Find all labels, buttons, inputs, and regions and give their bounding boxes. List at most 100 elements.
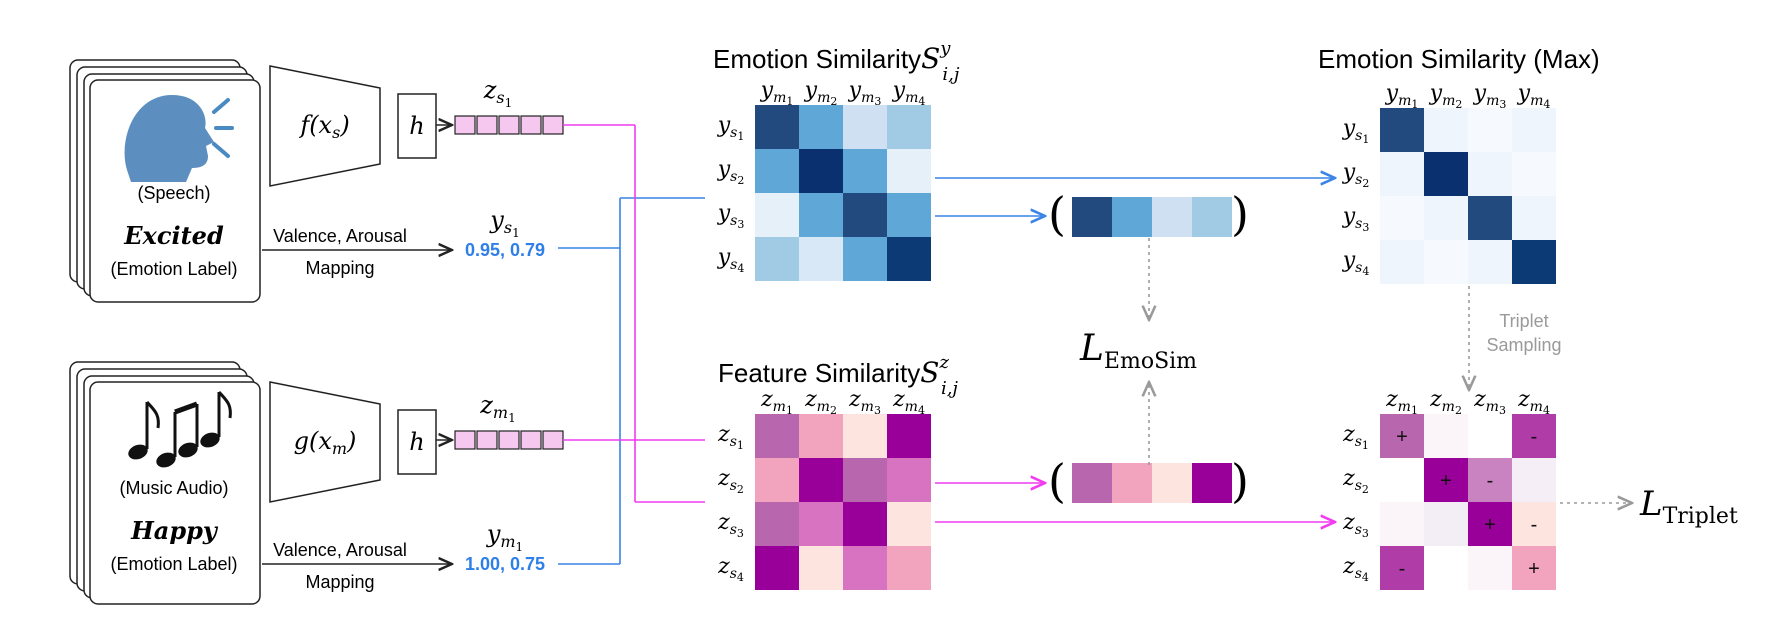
speech-embedding-vector <box>454 115 564 135</box>
matrix-cell <box>1512 546 1556 590</box>
matrix-cell <box>1468 458 1512 502</box>
speech-va-symbol: ys1 <box>489 206 519 240</box>
triplet-sign: + <box>1396 426 1408 448</box>
svg-text:): ) <box>1231 187 1249 241</box>
row-label: zs2 <box>717 466 744 496</box>
matrix-cell <box>887 458 931 502</box>
column-label: ym2 <box>804 78 838 108</box>
matrix-cell <box>1468 108 1512 152</box>
column-label: ym1 <box>1385 81 1419 111</box>
row-label: zs1 <box>717 422 744 452</box>
row-label: zs3 <box>717 510 744 540</box>
matrix-cell <box>1424 458 1468 502</box>
matrix-cell <box>887 546 931 590</box>
feature-similarity-matrix: zm1 zm2 zm3 zm4 zs1 zs2 zs3 zs4 <box>717 387 931 590</box>
matrix-cell <box>1512 458 1556 502</box>
feature-similarity-vector: ( ) <box>1048 454 1249 508</box>
loss-triplet-label: LTriplet <box>1639 484 1738 529</box>
music-embedding-vector <box>454 430 564 450</box>
matrix-cell <box>1468 502 1512 546</box>
vector-cell <box>1152 463 1192 503</box>
row-label: ys3 <box>1342 204 1370 234</box>
triplet-sampling-line1: Triplet <box>1499 311 1548 331</box>
speech-mapping-line1: Valence, Arousal <box>273 226 407 246</box>
matrix-cell <box>1512 108 1556 152</box>
music-emotion-label: Happy <box>130 516 219 545</box>
matrix-cell <box>887 414 931 458</box>
music-card-stack: (Music Audio) Happy (Emotion Label) <box>69 361 261 605</box>
matrix-cell <box>1380 458 1424 502</box>
vector-cell <box>1112 197 1152 237</box>
svg-text:(: ( <box>1048 454 1066 508</box>
matrix-cell <box>1512 152 1556 196</box>
matrix-cell <box>843 193 887 237</box>
svg-text:): ) <box>1231 454 1249 508</box>
matrix-cell <box>1468 152 1512 196</box>
matrix-cell <box>799 237 843 281</box>
speech-projection-label: h <box>409 112 424 140</box>
speaking-head-icon <box>124 95 234 182</box>
emotion-similarity-matrix: ym1 ym2 ym3 ym4 ys1 ys2 ys3 ys4 <box>717 78 931 281</box>
music-modality-label: (Music Audio) <box>119 478 228 498</box>
triplet-sign: - <box>1487 470 1494 492</box>
matrix-cell <box>1380 108 1424 152</box>
column-label: ym1 <box>760 78 794 108</box>
matrix-cell <box>1424 196 1468 240</box>
triplet-sign: - <box>1531 514 1538 536</box>
matrix-cell <box>843 237 887 281</box>
triplet-sign: + <box>1484 514 1496 536</box>
vector-cell <box>1112 463 1152 503</box>
column-label: zm3 <box>848 387 881 417</box>
matrix-cell <box>799 414 843 458</box>
column-label: ym3 <box>1473 81 1507 111</box>
matrix-cell <box>887 149 931 193</box>
music-emotion-caption: (Emotion Label) <box>110 554 237 574</box>
matrix-cell <box>799 502 843 546</box>
music-encoder: g(xm) <box>269 381 381 503</box>
row-label: zs2 <box>1342 466 1369 496</box>
matrix-cell <box>1512 502 1556 546</box>
matrix-cell <box>799 546 843 590</box>
matrix-cell <box>1468 196 1512 240</box>
matrix-cell <box>1468 414 1512 458</box>
matrix-cell <box>887 193 931 237</box>
matrix-cell <box>843 458 887 502</box>
matrix-cell <box>755 193 799 237</box>
matrix-cell <box>755 149 799 193</box>
music-mapping-line1: Valence, Arousal <box>273 540 407 560</box>
speech-modality-label: (Speech) <box>137 183 210 203</box>
matrix-cell <box>799 105 843 149</box>
speech-embedding-label: zs1 <box>483 76 513 110</box>
svg-text:(: ( <box>1048 187 1066 241</box>
matrix-cell <box>755 502 799 546</box>
column-label: ym2 <box>1429 81 1463 111</box>
matrix-cell <box>799 149 843 193</box>
column-label: zm1 <box>1385 387 1418 417</box>
row-label: ys3 <box>717 201 745 231</box>
matrix-cell <box>1380 152 1424 196</box>
matrix-cell <box>1380 502 1424 546</box>
column-label: zm3 <box>1473 387 1506 417</box>
matrix-cell <box>1380 546 1424 590</box>
column-label: zm2 <box>804 387 837 417</box>
emotion-similarity-max-matrix: ym1 ym2 ym3 ym4 ys1 ys2 ys3 ys4 <box>1342 81 1556 284</box>
matrix-cell <box>843 546 887 590</box>
matrix-cell <box>755 458 799 502</box>
emotion-similarity-vector: ( ) <box>1048 187 1249 241</box>
matrix-cell <box>1380 240 1424 284</box>
matrix-cell <box>1424 414 1468 458</box>
matrix-cell <box>1424 502 1468 546</box>
svg-text:f(xs): f(xs) <box>298 111 349 142</box>
emotion-similarity-title: Emotion SimilaritySy i,j <box>713 38 960 85</box>
row-label: ys2 <box>1342 160 1370 190</box>
matrix-cell <box>843 105 887 149</box>
row-label: zs3 <box>1342 510 1369 540</box>
row-label: zs4 <box>717 554 744 584</box>
matrix-cell <box>843 149 887 193</box>
emotion-similarity-max-title: Emotion Similarity (Max) <box>1318 44 1600 74</box>
matrix-cell <box>1424 240 1468 284</box>
music-va-value: 1.00, 0.75 <box>465 554 545 574</box>
matrix-cell <box>887 237 931 281</box>
triplet-matrix: + - + - + - - + zm1 zm2 zm3 zm4 zs1 zs2 zs3 zs4 <box>1342 387 1556 590</box>
